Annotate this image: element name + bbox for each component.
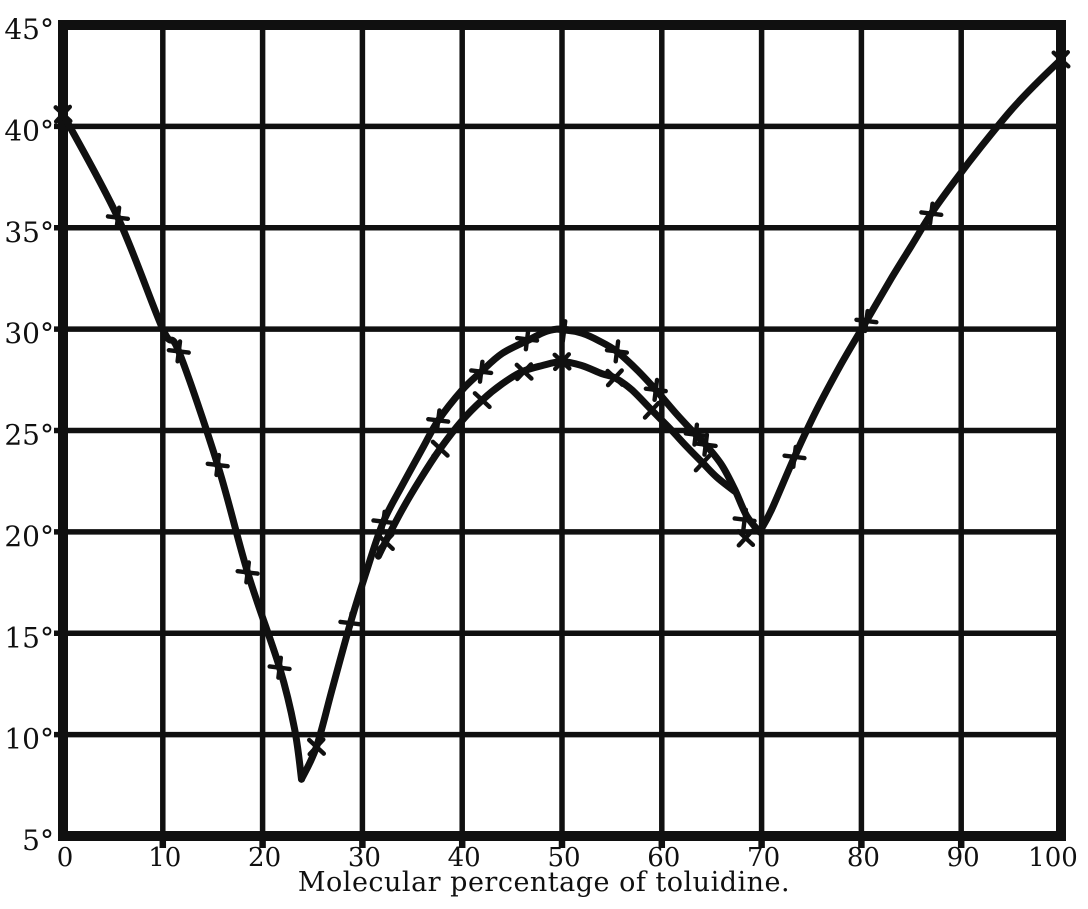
curve-liquidus-left-branch	[59, 110, 305, 783]
cross-marker	[552, 352, 572, 372]
plus-marker	[683, 422, 708, 447]
tick-labels: 45° 40° 35° 30° 25° 20° 15° 10° 5°0 10 20 30 40 50 60 7…	[4, 13, 1077, 873]
x-tick-label: 90	[947, 843, 980, 873]
x-tick-label: 0	[57, 843, 74, 873]
plus-marker	[732, 507, 757, 532]
x-tick-label: 20	[248, 843, 281, 873]
cross-marker	[736, 528, 756, 548]
y-tick-label: 30°	[4, 317, 54, 350]
plus-marker	[514, 327, 540, 352]
y-tick-label: 35°	[4, 216, 54, 249]
curve-compound-dome-upper	[298, 325, 764, 783]
plus-marker	[105, 205, 131, 230]
data-point-markers	[53, 49, 1071, 757]
x-tick-label: 50	[547, 843, 580, 873]
cross-marker	[693, 453, 713, 473]
cross-marker	[53, 104, 73, 124]
plus-marker	[551, 319, 577, 344]
plus-marker	[919, 201, 944, 226]
plus-marker	[235, 560, 260, 585]
x-tick-label: 40	[448, 843, 481, 873]
plus-marker	[205, 452, 230, 478]
plus-marker	[693, 432, 718, 457]
cross-marker	[514, 362, 534, 382]
plus-marker	[782, 444, 807, 470]
curve-compound-dome-lower	[374, 358, 739, 560]
plus-marker	[643, 377, 668, 403]
y-tick-label: 20°	[4, 520, 54, 553]
y-tick-label: 45°	[4, 13, 54, 46]
plus-marker	[267, 655, 292, 680]
cross-marker	[306, 737, 327, 757]
plus-marker	[604, 339, 630, 364]
plus-marker	[338, 610, 363, 636]
cross-marker	[430, 439, 450, 459]
plus-marker	[426, 408, 451, 433]
y-tick-label: 10°	[4, 723, 54, 756]
grid-lines	[54, 25, 1061, 848]
x-tick-label: 30	[348, 843, 381, 873]
plus-marker	[469, 359, 494, 384]
plot-frame	[58, 20, 1066, 841]
x-tick-label: 70	[747, 843, 780, 873]
y-tick-label: 25°	[4, 419, 54, 452]
curve-liquidus-right-branch	[756, 56, 1065, 536]
cross-marker	[1051, 49, 1071, 70]
plus-marker	[371, 509, 396, 534]
plus-marker	[854, 308, 879, 334]
y-tick-label: 5°	[22, 824, 54, 857]
cross-marker	[605, 368, 625, 388]
cross-marker	[472, 390, 492, 410]
plus-marker	[166, 339, 191, 364]
x-axis-title: Molecular percentage of toluidine.	[297, 867, 791, 898]
x-tick-label: 60	[647, 843, 680, 873]
cross-marker	[375, 532, 395, 552]
x-tick-label: 10	[148, 843, 181, 873]
x-tick-label: 80	[847, 843, 880, 873]
x-tick-label: 100	[1028, 843, 1078, 873]
y-tick-label: 15°	[4, 621, 54, 654]
y-tick-label: 40°	[4, 114, 54, 147]
cross-marker	[642, 400, 662, 420]
